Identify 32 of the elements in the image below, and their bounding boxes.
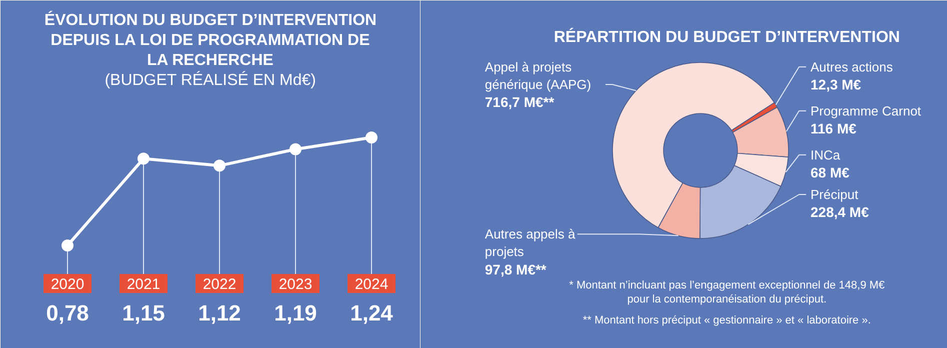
slice-label: Appel à projets générique (AAPG) xyxy=(484,59,592,92)
text: ** Montant hors préciput « gestionnaire » et « laboratoire ». xyxy=(582,314,871,327)
point xyxy=(290,143,302,156)
chart-title: ÉVOLUTION DU BUDGET D’INTERVENTION DEPUIS LA LOI DE PROGRAMMATION DE LA RECHERCHE xyxy=(44,10,377,69)
point xyxy=(214,160,226,172)
point xyxy=(366,132,378,144)
point xyxy=(138,152,150,165)
data-label: 228,4 M€ xyxy=(810,204,870,220)
slice-label: Autres actions xyxy=(810,59,894,74)
data-label: 1,15 xyxy=(122,300,165,326)
chart-title: RÉPARTITION DU BUDGET D’INTERVENTION xyxy=(554,27,900,46)
x-tick-label: 2022 xyxy=(202,276,236,293)
slice-label: INCa xyxy=(810,147,841,162)
data-label: 0,78 xyxy=(46,300,89,326)
slice-label: Autres appels à projets xyxy=(484,226,576,260)
x-tick-label: 2024 xyxy=(354,276,388,293)
data-label: 116 M€ xyxy=(810,120,857,136)
x-tick-label: 2021 xyxy=(126,276,160,293)
x-tick-label: 2023 xyxy=(278,276,312,293)
slice-label: Programme Carnot xyxy=(810,103,922,118)
slice-label: Préciput xyxy=(810,187,859,202)
data-label: 716,7 M€** xyxy=(484,94,555,110)
chart-subtitle: (BUDGET RÉALISÉ EN Md€) xyxy=(104,71,316,89)
data-label: 1,24 xyxy=(350,300,394,326)
data-label: 1,12 xyxy=(198,300,241,326)
data-label: 68 M€ xyxy=(810,164,850,180)
text: * Montant n’incluant pas l’engagement exceptionnel de 148,9 M€ pour la contemporanéisation du préciput. xyxy=(569,280,885,306)
x-tick-label: 2020 xyxy=(50,276,84,293)
point xyxy=(62,240,74,252)
data-label: 97,8 M€** xyxy=(484,261,547,278)
data-label: 12,3 M€ xyxy=(810,76,862,92)
data-label: 1,19 xyxy=(274,300,317,326)
